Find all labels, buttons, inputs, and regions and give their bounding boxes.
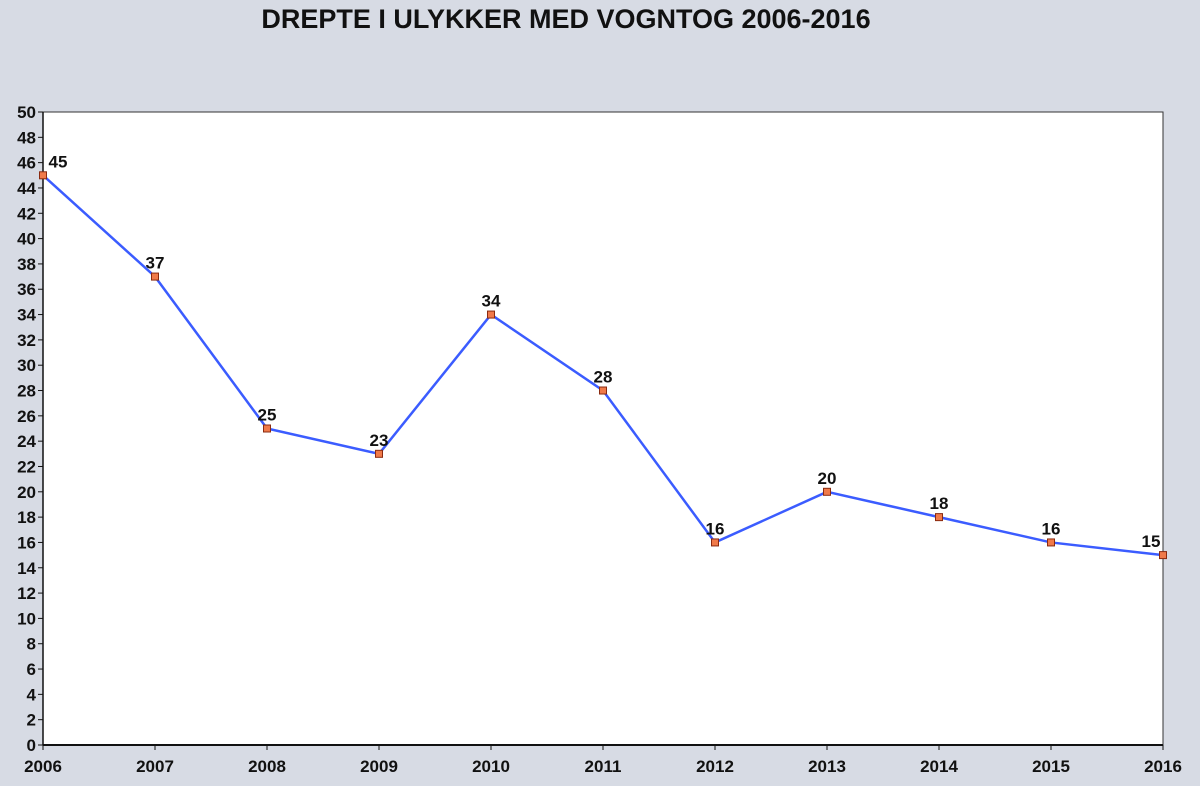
data-point-marker bbox=[1047, 538, 1055, 547]
data-point-marker bbox=[599, 386, 607, 395]
x-tick-label: 2008 bbox=[248, 757, 286, 776]
y-tick-label: 34 bbox=[17, 306, 36, 325]
y-tick-label: 48 bbox=[17, 128, 36, 147]
data-point-marker bbox=[711, 538, 719, 547]
x-tick-label: 2006 bbox=[24, 757, 62, 776]
x-tick-label: 2010 bbox=[472, 757, 510, 776]
data-point-marker bbox=[935, 513, 943, 522]
y-tick-label: 28 bbox=[17, 382, 36, 401]
data-label: 15 bbox=[1142, 532, 1161, 551]
data-label: 23 bbox=[370, 431, 389, 450]
y-tick-label: 50 bbox=[17, 103, 36, 122]
data-point-marker bbox=[375, 449, 383, 458]
y-tick-label: 4 bbox=[27, 685, 37, 704]
x-tick-label: 2016 bbox=[1144, 757, 1182, 776]
y-tick-label: 32 bbox=[17, 331, 36, 350]
y-tick-label: 38 bbox=[17, 255, 36, 274]
data-label: 37 bbox=[146, 254, 165, 273]
data-point-marker bbox=[823, 487, 831, 496]
y-tick-label: 30 bbox=[17, 356, 36, 375]
data-label: 28 bbox=[594, 368, 613, 387]
y-tick-label: 0 bbox=[27, 736, 36, 755]
plot-area bbox=[42, 111, 1164, 746]
x-tick-label: 2011 bbox=[585, 757, 622, 776]
data-label: 18 bbox=[930, 494, 949, 513]
x-tick-label: 2014 bbox=[920, 757, 958, 776]
data-label: 20 bbox=[818, 469, 837, 488]
data-point-marker bbox=[487, 310, 495, 319]
y-tick-label: 8 bbox=[27, 635, 36, 654]
data-label: 16 bbox=[706, 519, 725, 538]
y-tick-label: 20 bbox=[17, 483, 36, 502]
x-tick-label: 2015 bbox=[1032, 757, 1070, 776]
data-label: 16 bbox=[1042, 519, 1061, 538]
data-point-marker bbox=[151, 272, 159, 281]
y-tick-label: 16 bbox=[17, 533, 36, 552]
data-point-marker bbox=[39, 171, 47, 180]
x-tick-label: 2013 bbox=[808, 757, 846, 776]
y-tick-label: 14 bbox=[17, 559, 36, 578]
y-tick-label: 6 bbox=[27, 660, 36, 679]
y-tick-label: 22 bbox=[17, 457, 36, 476]
y-tick-label: 24 bbox=[17, 432, 36, 451]
data-label: 34 bbox=[482, 292, 501, 311]
y-tick-label: 2 bbox=[27, 711, 36, 730]
x-tick-label: 2009 bbox=[360, 757, 398, 776]
data-label: 25 bbox=[258, 406, 277, 425]
data-point-marker bbox=[1159, 551, 1167, 560]
y-tick-label: 26 bbox=[17, 407, 36, 426]
chart-title: DREPTE I ULYKKER MED VOGNTOG 2006-2016 bbox=[261, 4, 871, 34]
x-tick-label: 2007 bbox=[136, 757, 174, 776]
y-tick-label: 44 bbox=[17, 179, 36, 198]
y-tick-label: 46 bbox=[17, 154, 36, 173]
y-tick-label: 18 bbox=[17, 508, 36, 527]
data-point-marker bbox=[263, 424, 271, 433]
y-tick-label: 40 bbox=[17, 230, 36, 249]
data-label: 45 bbox=[49, 152, 68, 171]
y-tick-label: 42 bbox=[17, 204, 36, 223]
y-tick-label: 36 bbox=[17, 280, 36, 299]
x-tick-label: 2012 bbox=[696, 757, 734, 776]
y-tick-label: 10 bbox=[17, 609, 36, 628]
y-tick-label: 12 bbox=[17, 584, 36, 603]
